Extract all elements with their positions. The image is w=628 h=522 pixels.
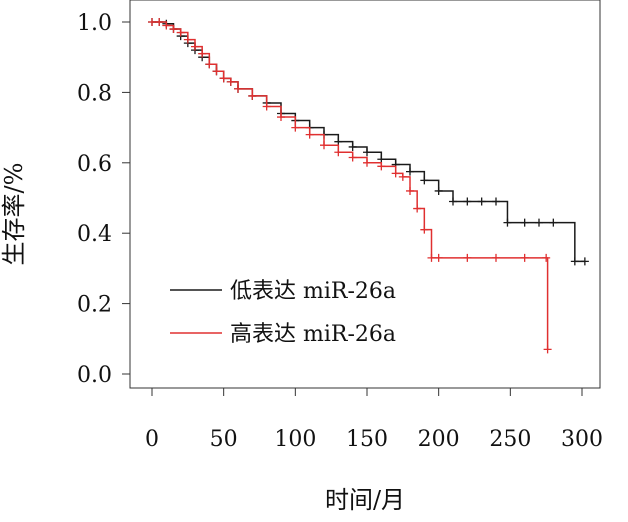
censor-mark	[212, 67, 221, 76]
censor-mark	[320, 141, 328, 150]
censor-mark	[477, 197, 486, 206]
censor-mark	[191, 42, 199, 51]
censor-mark	[176, 28, 185, 37]
censor-mark	[463, 253, 472, 262]
censor-mark	[427, 253, 436, 262]
censor-mark	[198, 49, 207, 58]
y-tick-label: 0.2	[77, 293, 112, 318]
censor-mark	[262, 102, 271, 111]
censor-mark	[406, 186, 414, 195]
censor-mark	[205, 60, 214, 69]
series-line-low	[152, 21, 585, 263]
censor-mark	[348, 142, 357, 151]
censor-mark	[535, 218, 543, 227]
censor-mark	[183, 35, 192, 44]
censor-mark	[398, 172, 407, 181]
censor-mark	[520, 253, 529, 262]
censor-mark	[277, 113, 285, 122]
legend: 低表达 miR-26a 高表达 miR-26a	[170, 279, 396, 347]
censor-mark	[420, 176, 429, 185]
censor-mark	[434, 253, 443, 262]
y-tick-label: 0.4	[77, 222, 112, 247]
censor-mark	[543, 345, 552, 354]
censor-mark	[169, 25, 178, 34]
censor-mark	[155, 18, 164, 26]
y-axis-title: 生存率/%	[0, 163, 28, 266]
censor-mark	[162, 21, 171, 30]
series-layer	[148, 18, 589, 354]
censor-mark	[334, 148, 343, 157]
legend-label-high: 高表达 miR-26a	[230, 322, 396, 347]
censor-mark	[492, 253, 500, 262]
x-tick-label: 150	[346, 427, 388, 452]
censor-mark	[570, 257, 579, 266]
censor-mark	[363, 158, 371, 167]
legend-label-low: 低表达 miR-26a	[230, 279, 396, 304]
censor-mark	[305, 130, 314, 139]
censor-mark	[291, 123, 300, 132]
censor-mark	[248, 91, 257, 100]
censor-mark	[492, 197, 500, 206]
censor-mark	[413, 204, 422, 213]
y-tick-label: 0.6	[77, 152, 112, 177]
censor-mark	[463, 197, 472, 206]
censor-mark	[234, 84, 242, 93]
censor-mark	[148, 18, 156, 26]
x-tick-label: 50	[210, 427, 238, 452]
censor-mark	[434, 186, 443, 195]
x-tick-label: 0	[145, 427, 159, 452]
censor-mark	[549, 218, 558, 227]
x-tick-label: 300	[561, 427, 603, 452]
x-axis: 0 50 100 150 200 250 300	[145, 387, 603, 452]
censor-mark	[363, 148, 371, 157]
censor-mark	[334, 137, 343, 146]
x-tick-label: 100	[274, 427, 316, 452]
x-tick-label: 200	[418, 427, 460, 452]
censor-mark	[542, 253, 551, 262]
x-axis-title: 时间/月	[325, 486, 405, 514]
y-axis: 0.0 0.2 0.4 0.6 0.8 1.0	[77, 11, 131, 388]
censor-mark	[580, 257, 589, 266]
censor-mark	[520, 218, 529, 227]
y-tick-label: 1.0	[77, 11, 112, 36]
censor-mark	[377, 162, 386, 171]
censor-mark	[391, 169, 400, 178]
censor-mark	[219, 74, 228, 83]
y-tick-label: 0.8	[77, 81, 112, 106]
y-tick-label: 0.0	[77, 363, 112, 388]
censor-mark	[348, 153, 357, 162]
censor-mark	[226, 77, 235, 86]
censor-mark	[449, 197, 457, 206]
x-tick-label: 250	[489, 427, 531, 452]
censor-mark	[420, 225, 429, 234]
censor-mark	[503, 218, 512, 227]
censor-mark	[406, 167, 414, 176]
censor-mark	[377, 155, 386, 164]
